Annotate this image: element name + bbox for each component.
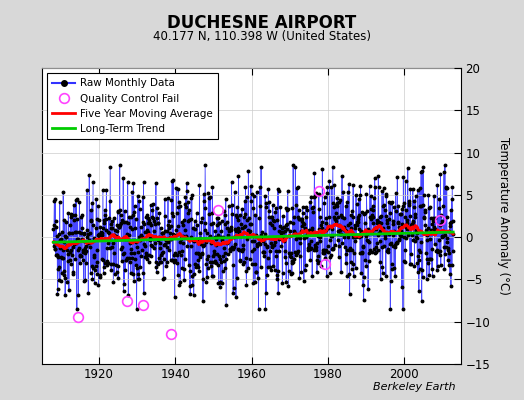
Text: Berkeley Earth: Berkeley Earth (374, 382, 456, 392)
Text: DUCHESNE AIRPORT: DUCHESNE AIRPORT (167, 14, 357, 32)
Y-axis label: Temperature Anomaly (°C): Temperature Anomaly (°C) (497, 137, 510, 295)
Text: 40.177 N, 110.398 W (United States): 40.177 N, 110.398 W (United States) (153, 30, 371, 43)
Legend: Raw Monthly Data, Quality Control Fail, Five Year Moving Average, Long-Term Tren: Raw Monthly Data, Quality Control Fail, … (47, 73, 219, 139)
